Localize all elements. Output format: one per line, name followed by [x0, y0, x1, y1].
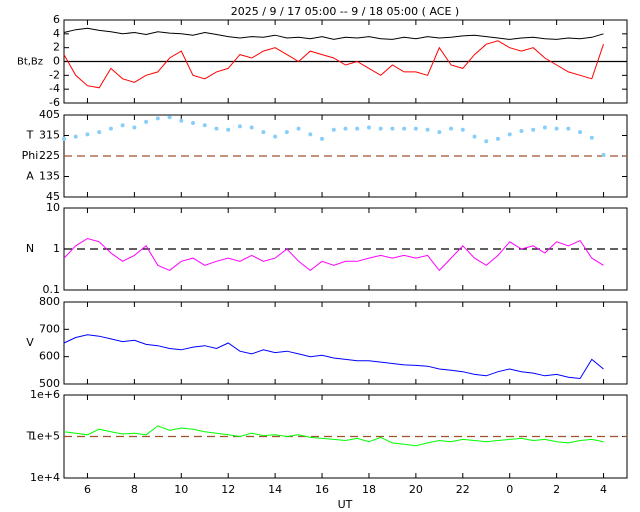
- y-tick-label: 135: [39, 170, 60, 183]
- data-point: [601, 152, 606, 157]
- x-tick-label: 12: [221, 483, 235, 496]
- data-point: [519, 128, 524, 133]
- x-tick-label: 16: [315, 483, 329, 496]
- y-tick-label: 500: [39, 377, 60, 390]
- data-point: [284, 130, 289, 135]
- data-line: [63, 425, 604, 447]
- data-point: [402, 126, 407, 131]
- data-point: [191, 120, 196, 125]
- y-tick-label: 45: [46, 190, 60, 203]
- data-point: [97, 130, 102, 135]
- y-tick-label: 0: [53, 55, 60, 68]
- y-tick-label: 405: [39, 108, 60, 121]
- y-tick-label: 1e+4: [30, 471, 60, 484]
- data-point: [413, 126, 418, 131]
- data-point: [249, 125, 254, 130]
- x-tick-label: 4: [600, 483, 607, 496]
- data-point: [331, 127, 336, 132]
- data-point: [296, 126, 301, 131]
- data-point: [566, 126, 571, 131]
- data-line: [63, 334, 604, 380]
- data-point: [437, 130, 442, 135]
- data-line: [63, 40, 604, 89]
- data-point: [144, 119, 149, 124]
- y-axis-label: Bt,Bz: [17, 57, 43, 68]
- data-point: [390, 126, 395, 131]
- x-tick-label: 14: [268, 483, 282, 496]
- y-tick-label: 2: [53, 41, 60, 54]
- y-axis-label: A: [26, 170, 34, 183]
- y-tick-label: -2: [49, 68, 60, 81]
- panel-frame: [63, 301, 628, 385]
- data-point: [273, 134, 278, 139]
- y-tick-label: 4: [53, 27, 60, 40]
- data-point: [73, 134, 78, 139]
- data-point: [132, 125, 137, 130]
- x-tick-label: 10: [174, 483, 188, 496]
- data-point: [578, 130, 583, 135]
- data-point: [237, 124, 242, 129]
- data-point: [120, 123, 125, 128]
- y-axis-label: V: [26, 336, 34, 349]
- data-point: [226, 127, 231, 132]
- data-point: [62, 136, 66, 141]
- data-point: [214, 126, 219, 131]
- data-point: [355, 126, 360, 131]
- data-point: [484, 139, 489, 144]
- data-point: [425, 127, 430, 132]
- data-point: [85, 132, 90, 137]
- y-tick-label: 1: [53, 242, 60, 255]
- x-tick-label: 8: [131, 483, 138, 496]
- y-tick-label: 6: [53, 13, 60, 26]
- data-point: [167, 115, 172, 120]
- y-tick-label: 10: [46, 201, 60, 214]
- data-point: [460, 127, 465, 132]
- x-tick-label: 22: [456, 483, 470, 496]
- data-point: [531, 127, 536, 132]
- x-tick-label: 2: [553, 483, 560, 496]
- data-point: [308, 132, 313, 137]
- y-tick-label: 1e+6: [30, 388, 60, 401]
- data-point: [449, 126, 454, 131]
- y-axis-label: T: [26, 129, 34, 142]
- data-point: [589, 135, 594, 140]
- data-point: [542, 125, 547, 130]
- data-point: [261, 130, 266, 135]
- data-point: [472, 134, 477, 139]
- y-tick-label: -4: [49, 82, 60, 95]
- data-point: [343, 126, 348, 131]
- data-line: [63, 27, 604, 40]
- data-point: [155, 116, 160, 121]
- data-point: [495, 136, 500, 141]
- data-point: [507, 132, 512, 137]
- y-tick-label: 315: [39, 129, 60, 142]
- data-point: [179, 118, 184, 123]
- data-point: [320, 136, 325, 141]
- y-axis-label: T: [26, 430, 34, 443]
- x-tick-label: 6: [84, 483, 91, 496]
- y-tick-label: 600: [39, 350, 60, 363]
- data-point: [378, 126, 383, 131]
- y-tick-label: 0.1: [43, 283, 61, 296]
- y-tick-label: 800: [39, 295, 60, 308]
- y-tick-label: 225: [39, 149, 60, 162]
- x-axis-label: UT: [338, 498, 353, 511]
- y-tick-label: 1e+5: [30, 430, 60, 443]
- data-point: [108, 126, 113, 131]
- x-tick-label: 20: [409, 483, 423, 496]
- y-tick-label: -6: [49, 96, 60, 109]
- chart-title: 2025 / 9 / 17 05:00 -- 9 / 18 05:00 ( AC…: [231, 5, 459, 18]
- data-line: [63, 237, 604, 272]
- x-tick-label: 0: [506, 483, 513, 496]
- y-tick-label: 700: [39, 322, 60, 335]
- data-point: [202, 123, 207, 128]
- y-axis-label: N: [26, 242, 34, 255]
- data-point: [366, 125, 371, 130]
- y-axis-label: Phi: [22, 149, 39, 162]
- data-point: [554, 126, 559, 131]
- x-tick-label: 18: [362, 483, 376, 496]
